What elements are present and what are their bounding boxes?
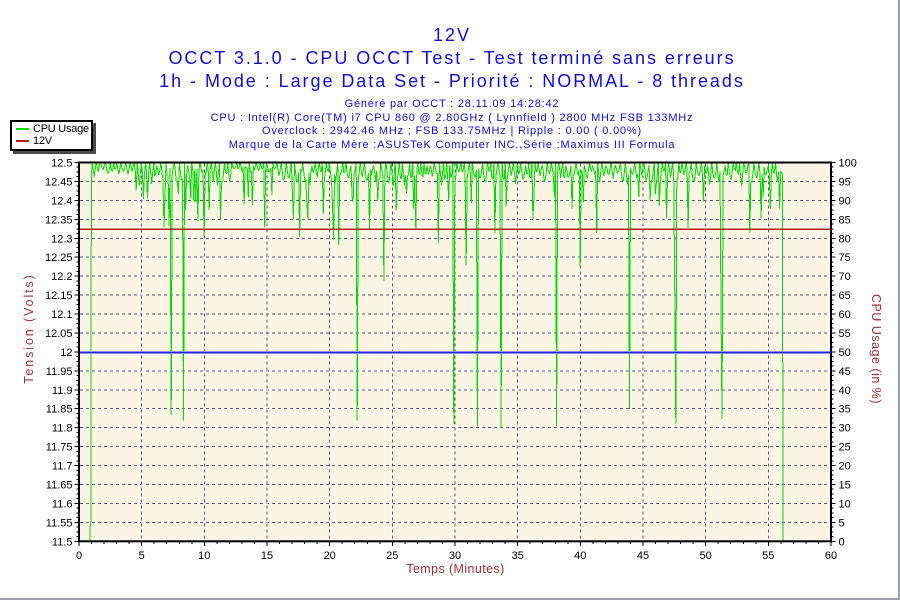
svg-text:45: 45 (637, 550, 649, 562)
svg-text:12.2: 12.2 (51, 271, 72, 283)
svg-text:50: 50 (700, 550, 712, 562)
svg-text:95: 95 (839, 176, 851, 188)
svg-text:11.9: 11.9 (52, 385, 73, 397)
svg-text:12.15: 12.15 (45, 290, 73, 302)
svg-text:11.95: 11.95 (46, 366, 73, 378)
svg-text:20: 20 (324, 550, 336, 562)
svg-text:55: 55 (839, 328, 851, 340)
svg-text:11.8: 11.8 (52, 423, 73, 435)
svg-text:30: 30 (839, 423, 851, 435)
svg-text:12.4: 12.4 (51, 195, 72, 207)
svg-text:65: 65 (839, 290, 851, 302)
svg-text:15: 15 (839, 480, 851, 492)
svg-text:Tension (Volts): Tension (Volts) (22, 273, 36, 383)
svg-text:12.3: 12.3 (51, 233, 72, 245)
svg-text:12.1: 12.1 (51, 309, 72, 321)
svg-text:12: 12 (60, 347, 72, 359)
svg-text:45: 45 (839, 366, 851, 378)
svg-text:60: 60 (839, 309, 851, 321)
svg-text:75: 75 (839, 252, 851, 264)
svg-text:10: 10 (839, 498, 851, 510)
svg-text:5: 5 (839, 517, 845, 529)
svg-text:35: 35 (839, 404, 851, 416)
svg-text:0: 0 (76, 550, 82, 562)
svg-text:60: 60 (825, 550, 837, 562)
svg-text:11.75: 11.75 (46, 442, 73, 454)
svg-text:100: 100 (839, 158, 857, 170)
svg-text:35: 35 (512, 550, 524, 562)
svg-text:11.55: 11.55 (46, 517, 73, 529)
svg-text:11.7: 11.7 (52, 461, 73, 473)
svg-text:12.5: 12.5 (51, 158, 72, 170)
svg-text:40: 40 (839, 385, 851, 397)
svg-text:70: 70 (839, 271, 851, 283)
svg-text:80: 80 (839, 233, 851, 245)
svg-text:11.5: 11.5 (52, 536, 73, 548)
svg-text:11.65: 11.65 (46, 480, 73, 492)
svg-text:30: 30 (449, 550, 461, 562)
svg-text:11.85: 11.85 (46, 404, 73, 416)
svg-text:90: 90 (839, 195, 851, 207)
svg-text:12.45: 12.45 (45, 176, 73, 188)
svg-text:12.05: 12.05 (45, 328, 73, 340)
svg-text:5: 5 (139, 550, 145, 562)
svg-text:0: 0 (839, 536, 845, 548)
svg-text:25: 25 (386, 550, 398, 562)
svg-text:55: 55 (762, 550, 774, 562)
svg-text:11.6: 11.6 (52, 498, 73, 510)
svg-text:15: 15 (261, 550, 273, 562)
svg-text:25: 25 (839, 442, 851, 454)
svg-text:12.35: 12.35 (45, 214, 73, 226)
svg-text:Temps (Minutes): Temps (Minutes) (406, 562, 504, 576)
svg-text:10: 10 (198, 550, 210, 562)
svg-text:40: 40 (574, 550, 586, 562)
svg-text:CPU Usage (in %): CPU Usage (in %) (869, 294, 883, 404)
svg-text:20: 20 (839, 461, 851, 473)
svg-text:85: 85 (839, 214, 851, 226)
svg-text:12.25: 12.25 (45, 252, 73, 264)
svg-text:50: 50 (839, 347, 851, 359)
